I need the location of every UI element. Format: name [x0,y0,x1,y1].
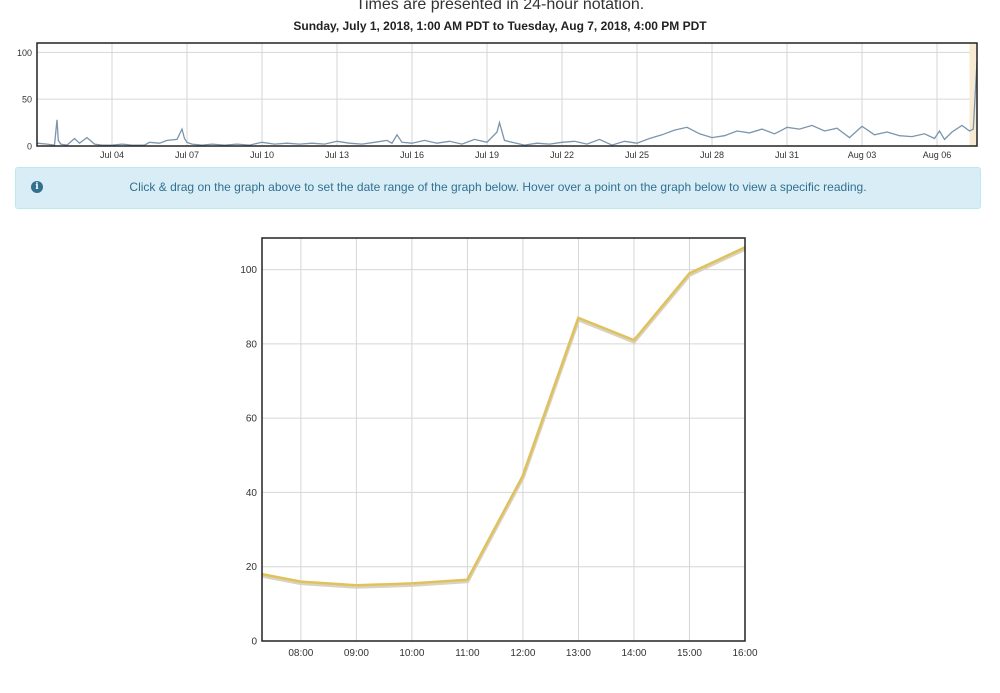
x-tick-label: Jul 16 [400,150,424,160]
x-tick-label: 13:00 [566,648,591,659]
x-tick-label: Jul 19 [475,150,499,160]
y-tick-label: 100 [17,48,32,58]
x-tick-label: Jul 22 [550,150,574,160]
y-tick-label: 80 [246,339,258,350]
x-tick-label: 14:00 [621,648,646,659]
date-range-title: Sunday, July 1, 2018, 1:00 AM PDT to Tue… [293,19,707,33]
info-alert: i Click & drag on the graph above to set… [15,167,981,209]
x-tick-label: Jul 04 [100,150,124,160]
selection-range[interactable] [969,43,978,146]
x-tick-label: Jul 31 [775,150,799,160]
info-message: Click & drag on the graph above to set t… [129,180,867,194]
x-tick-label: 10:00 [399,648,424,659]
detail-grid [262,238,746,642]
x-tick-label: 15:00 [677,648,702,659]
x-tick-label: Jul 25 [625,150,649,160]
x-tick-label: Aug 03 [848,150,877,160]
y-tick-label: 20 [246,562,258,573]
detail-series-line[interactable] [261,246,746,587]
x-tick-label: Jul 07 [175,150,199,160]
y-tick-label: 0 [27,142,32,152]
y-tick-label: 60 [246,414,258,425]
x-tick-label: 16:00 [732,648,757,659]
y-tick-label: 100 [240,265,257,276]
x-tick-label: Jul 10 [250,150,274,160]
x-tick-label: Aug 06 [923,150,952,160]
notation-note: Times are presented in 24-hour notation. [355,0,645,13]
overview-frame [36,42,978,147]
x-tick-label: 11:00 [455,648,480,659]
y-tick-label: 40 [246,488,258,499]
detail-chart[interactable]: 08:00 09:00 10:00 11:00 12:00 13:00 14:00 15:00… [0,230,1000,670]
x-tick-label: 09:00 [344,648,369,659]
detail-frame [261,237,746,642]
x-tick-label: 12:00 [510,648,535,659]
detail-axis-labels: 08:00 09:00 10:00 11:00 12:00 13:00 14:00 15:00… [240,265,758,659]
y-tick-label: 50 [22,95,32,105]
x-tick-label: Jul 28 [700,150,724,160]
overview-series-line [36,61,978,146]
x-tick-label: 08:00 [288,648,313,659]
info-circle-icon: i [31,181,43,193]
y-tick-label: 0 [251,637,257,648]
x-tick-label: Jul 13 [325,150,349,160]
overview-grid [37,43,977,147]
overview-axis-labels: Jul 04 Jul 07 Jul 10 Jul 13 Jul 16 Jul 19 Jul … [17,48,951,160]
overview-chart[interactable]: Jul 04 Jul 07 Jul 10 Jul 13 Jul 16 Jul 19 Jul … [0,38,1000,166]
